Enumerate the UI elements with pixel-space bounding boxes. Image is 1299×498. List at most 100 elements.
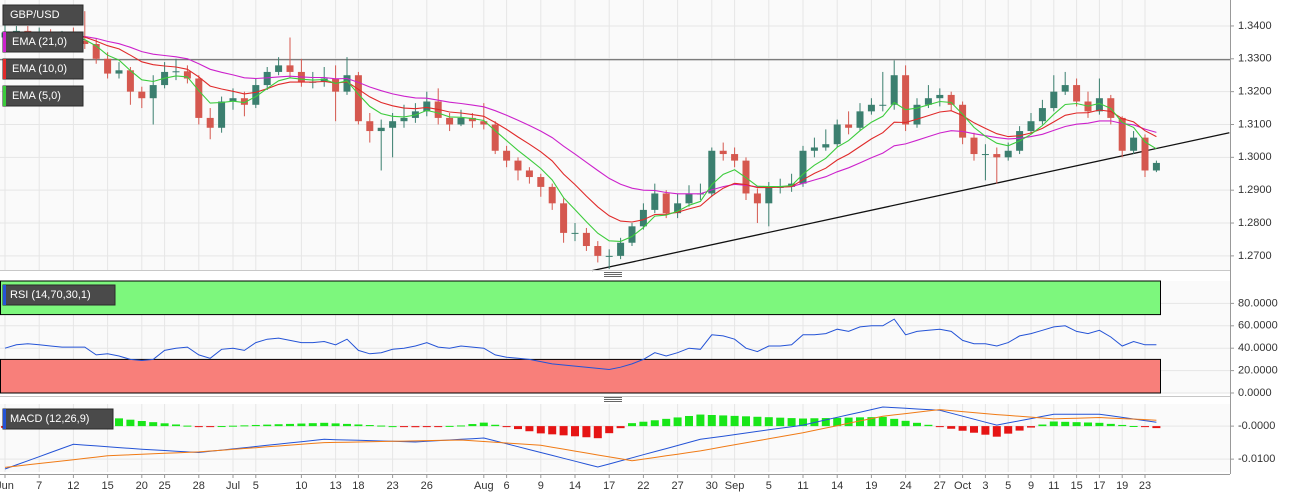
histogram-bar bbox=[502, 426, 511, 428]
legend-stripe bbox=[3, 409, 6, 429]
histogram-bar bbox=[650, 420, 659, 427]
y-tick-label: 0.0000 bbox=[1238, 387, 1272, 399]
histogram-bar bbox=[240, 425, 249, 427]
y-tick-label: -0.0100 bbox=[1238, 453, 1275, 465]
candle-body bbox=[617, 242, 625, 256]
histogram-bar bbox=[571, 426, 579, 437]
histogram-bar bbox=[844, 417, 853, 427]
candle-body bbox=[719, 150, 727, 155]
candle-body bbox=[400, 117, 408, 122]
histogram-bar bbox=[422, 426, 431, 428]
candle-body bbox=[959, 104, 967, 138]
candle-body bbox=[1152, 162, 1160, 171]
histogram-bar bbox=[160, 423, 169, 427]
histogram-bar bbox=[707, 414, 716, 427]
candle-body bbox=[286, 65, 294, 72]
candle-body bbox=[252, 85, 260, 105]
histogram-bar bbox=[833, 417, 842, 427]
histogram-bar bbox=[787, 418, 796, 427]
x-tick-label: Jul bbox=[226, 480, 240, 492]
rsi-line bbox=[4, 318, 1157, 371]
candle-body bbox=[332, 78, 340, 92]
histogram-bar bbox=[628, 423, 636, 427]
histogram-bar bbox=[1141, 426, 1149, 428]
resize-handle[interactable] bbox=[604, 272, 622, 277]
level-band bbox=[0, 358, 1161, 394]
candle-body bbox=[126, 70, 134, 92]
candle-body bbox=[1095, 98, 1103, 112]
legend-stripe bbox=[3, 32, 6, 52]
histogram-bar bbox=[799, 418, 807, 427]
histogram-bar bbox=[992, 426, 1001, 437]
histogram-bar bbox=[821, 418, 830, 427]
price-panel bbox=[0, 0, 1230, 270]
x-tick-label: Jun bbox=[0, 480, 14, 492]
ema-line bbox=[4, 32, 1157, 242]
candle-body bbox=[183, 71, 191, 79]
panel-title: RSI (14,70,30,1) bbox=[10, 289, 91, 301]
histogram-bar bbox=[320, 422, 329, 427]
x-tick-label: 6 bbox=[504, 480, 510, 492]
histogram-bar bbox=[878, 416, 887, 427]
candle-body bbox=[639, 209, 647, 227]
candle-body bbox=[229, 98, 237, 102]
candle-body bbox=[993, 154, 1001, 158]
legend-stripe bbox=[3, 285, 6, 305]
resize-handle[interactable] bbox=[604, 397, 622, 402]
y-tick-label: 1.2900 bbox=[1238, 184, 1272, 196]
histogram-bar bbox=[776, 417, 785, 427]
histogram-bar bbox=[206, 426, 215, 428]
x-tick-label: 14 bbox=[569, 480, 581, 492]
candle-body bbox=[503, 150, 511, 161]
x-tick-label: 9 bbox=[538, 480, 544, 492]
trend-line bbox=[591, 132, 1230, 272]
candle-body bbox=[902, 75, 910, 125]
candle-body bbox=[628, 226, 636, 243]
x-tick-label: 28 bbox=[193, 480, 205, 492]
candle-body bbox=[446, 117, 454, 125]
x-tick-label: 23 bbox=[386, 480, 398, 492]
candle-body bbox=[206, 117, 214, 128]
histogram-bar bbox=[1129, 425, 1138, 427]
y-tick-label: 1.2700 bbox=[1238, 250, 1272, 262]
candle-body bbox=[685, 193, 693, 204]
histogram-bar bbox=[970, 426, 978, 433]
histogram-bar bbox=[388, 426, 397, 428]
histogram-bar bbox=[149, 422, 158, 427]
histogram-bar bbox=[434, 426, 443, 428]
histogram-bar bbox=[890, 418, 899, 427]
histogram-bar bbox=[1004, 426, 1013, 434]
x-tick-label: 9 bbox=[1028, 480, 1034, 492]
histogram-bar bbox=[217, 426, 226, 428]
x-tick-label: 7 bbox=[36, 480, 42, 492]
x-tick-label: 23 bbox=[1139, 480, 1151, 492]
x-tick-label: 30 bbox=[706, 480, 718, 492]
x-tick-label: 5 bbox=[253, 480, 259, 492]
x-tick-label: 14 bbox=[831, 480, 843, 492]
candle-body bbox=[981, 154, 989, 156]
x-tick-label: 22 bbox=[637, 480, 649, 492]
histogram-bar bbox=[172, 424, 180, 427]
candle-body bbox=[924, 98, 932, 105]
histogram-bar bbox=[582, 426, 591, 438]
histogram-bar bbox=[343, 423, 351, 427]
histogram-bar bbox=[137, 421, 146, 427]
histogram-bar bbox=[479, 422, 488, 427]
histogram-bar bbox=[115, 418, 123, 427]
histogram-bar bbox=[958, 426, 967, 431]
x-tick-label: 15 bbox=[101, 480, 113, 492]
candle-body bbox=[138, 91, 146, 99]
histogram-bar bbox=[1084, 422, 1092, 427]
candle-body bbox=[81, 40, 89, 45]
histogram-bar bbox=[867, 417, 876, 427]
x-tick-label: 17 bbox=[1093, 480, 1105, 492]
candle-body bbox=[605, 255, 613, 257]
histogram-bar bbox=[445, 425, 454, 427]
candle-body bbox=[765, 186, 773, 204]
candle-body bbox=[537, 177, 545, 187]
histogram-bar bbox=[229, 425, 237, 427]
x-tick-label: Sep bbox=[725, 480, 745, 492]
histogram-bar bbox=[183, 425, 192, 427]
candle-body bbox=[457, 117, 465, 125]
